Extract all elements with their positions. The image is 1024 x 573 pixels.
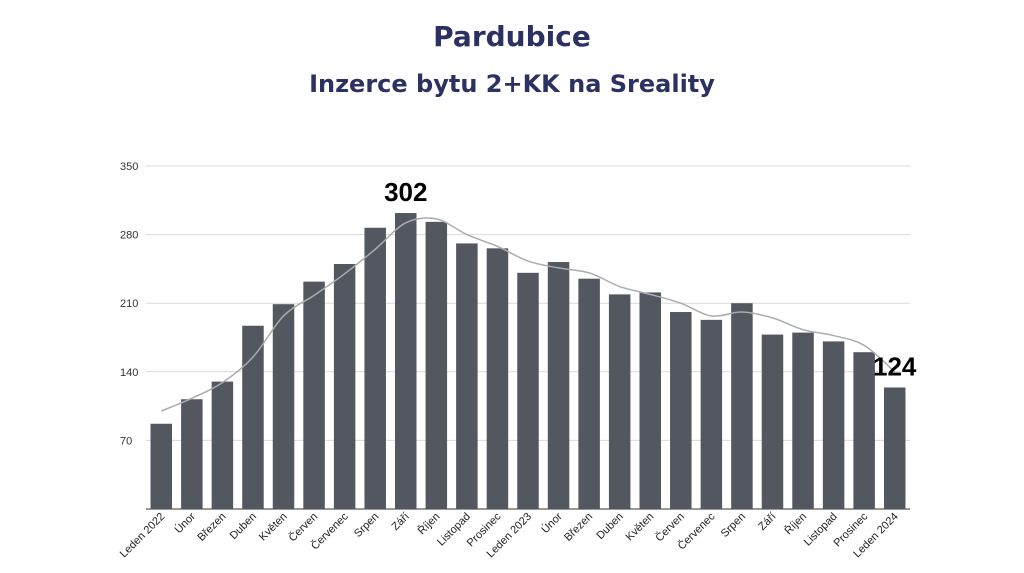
- bar: [608, 294, 631, 509]
- chart-title: Pardubice: [433, 20, 591, 53]
- chart-subtitle: Inzerce bytu 2+KK na Sreality: [309, 70, 715, 98]
- bar: [333, 264, 356, 509]
- bar: [883, 387, 906, 509]
- bar: [700, 319, 723, 509]
- data-label: 302: [384, 177, 427, 207]
- bars: [150, 213, 906, 510]
- bar: [456, 243, 478, 510]
- x-tick-label: Srpen: [719, 511, 748, 540]
- x-tick-label: Březen: [195, 511, 228, 544]
- x-tick-label: Květen: [257, 511, 290, 544]
- bar: [425, 221, 448, 510]
- x-tick-label: Září: [390, 511, 412, 533]
- bar: [272, 304, 295, 509]
- x-tick-label: Říjen: [782, 510, 809, 537]
- bar: [395, 213, 417, 510]
- bar: [792, 332, 814, 509]
- x-tick-label: Květen: [624, 511, 657, 544]
- x-tick-label: Duben: [228, 511, 259, 542]
- bar: [242, 325, 264, 509]
- trend-line: [160, 217, 896, 412]
- x-tick-label: Březen: [562, 511, 595, 544]
- x-tick-label: Září: [756, 511, 778, 533]
- bar: [853, 352, 875, 509]
- bar: [731, 303, 753, 509]
- bar: [761, 334, 784, 509]
- bar: [670, 312, 692, 509]
- y-tick-label: 280: [120, 230, 138, 242]
- x-tick-label: Únor: [539, 510, 565, 536]
- bar: [486, 248, 509, 509]
- x-tick-label: Srpen: [352, 511, 381, 540]
- x-tick-label: Říjen: [415, 510, 442, 537]
- bar: [364, 227, 386, 510]
- bar: [578, 278, 600, 509]
- y-tick-label: 210: [120, 298, 138, 310]
- bar: [211, 381, 234, 509]
- data-label: 124: [873, 351, 917, 381]
- x-tick-label: Leden 2022: [118, 511, 168, 561]
- x-tick-label: Únor: [172, 510, 198, 536]
- bar: [822, 341, 845, 509]
- annotations: 302 124: [384, 177, 917, 381]
- trend-line-group: [160, 217, 896, 412]
- y-tick-label: 140: [120, 367, 138, 379]
- y-tick-label: 350: [120, 161, 138, 173]
- bar: [517, 272, 539, 509]
- y-axis-ticks: 70 140 210 280 350: [120, 161, 138, 447]
- bar: [547, 262, 570, 509]
- y-tick-label: 70: [120, 435, 132, 447]
- x-tick-label: Duben: [594, 511, 625, 542]
- bar: [639, 292, 661, 509]
- bar: [181, 399, 203, 509]
- bar: [150, 423, 173, 509]
- bar: [303, 281, 325, 509]
